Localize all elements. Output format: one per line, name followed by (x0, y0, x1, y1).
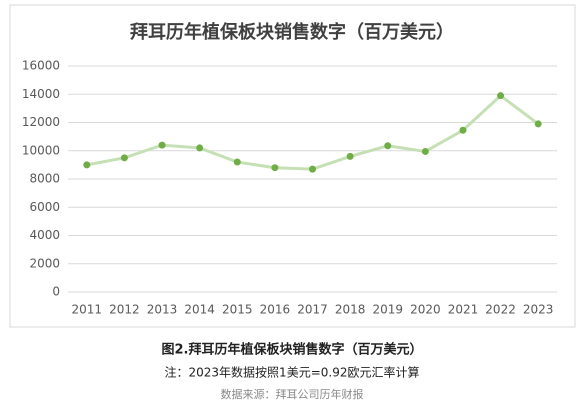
point (384, 142, 392, 150)
x-tick-label: 2019 (372, 303, 403, 317)
point (497, 92, 505, 100)
point (271, 164, 279, 172)
note: 注：2023年数据按照1美元=0.92欧元汇率计算 (165, 365, 420, 380)
x-tick-label: 2016 (260, 303, 291, 317)
point (233, 158, 241, 166)
x-tick-label: 2022 (485, 303, 516, 317)
y-tick-label: 0 (52, 285, 60, 299)
x-tick-label: 2011 (72, 303, 103, 317)
point (83, 161, 91, 169)
y-tick-label: 14000 (22, 87, 60, 101)
x-tick-label: 2013 (147, 303, 178, 317)
figure-caption: 图2.拜耳历年植保板块销售数字（百万美元） (162, 342, 423, 358)
x-tick-label: 2018 (335, 303, 366, 317)
chart-frame (9, 4, 576, 328)
source: 数据来源：拜耳公司历年财报 (221, 387, 364, 401)
point (196, 144, 204, 152)
x-tick-label: 2012 (109, 303, 140, 317)
point (309, 165, 316, 173)
x-tick-label: 2015 (222, 303, 253, 317)
x-tick-label: 2021 (448, 303, 479, 317)
y-tick-label: 16000 (22, 59, 60, 73)
y-tick-label: 4000 (29, 228, 60, 242)
y-tick-label: 2000 (29, 256, 60, 270)
x-tick-label: 2020 (410, 303, 441, 317)
x-tick-label: 2017 (297, 303, 328, 317)
y-tick-label: 6000 (29, 200, 60, 214)
point (120, 154, 128, 162)
point (534, 120, 542, 128)
x-tick-label: 2023 (523, 303, 554, 317)
point (459, 126, 467, 134)
x-tick-label: 2014 (184, 303, 215, 317)
point (158, 141, 166, 149)
y-tick-label: 12000 (22, 115, 60, 129)
y-tick-label: 8000 (29, 172, 60, 186)
point (421, 147, 429, 155)
point (346, 152, 354, 160)
chart-title: 拜耳历年植保板块销售数字（百万美元） (130, 21, 454, 43)
y-tick-label: 10000 (22, 143, 60, 157)
